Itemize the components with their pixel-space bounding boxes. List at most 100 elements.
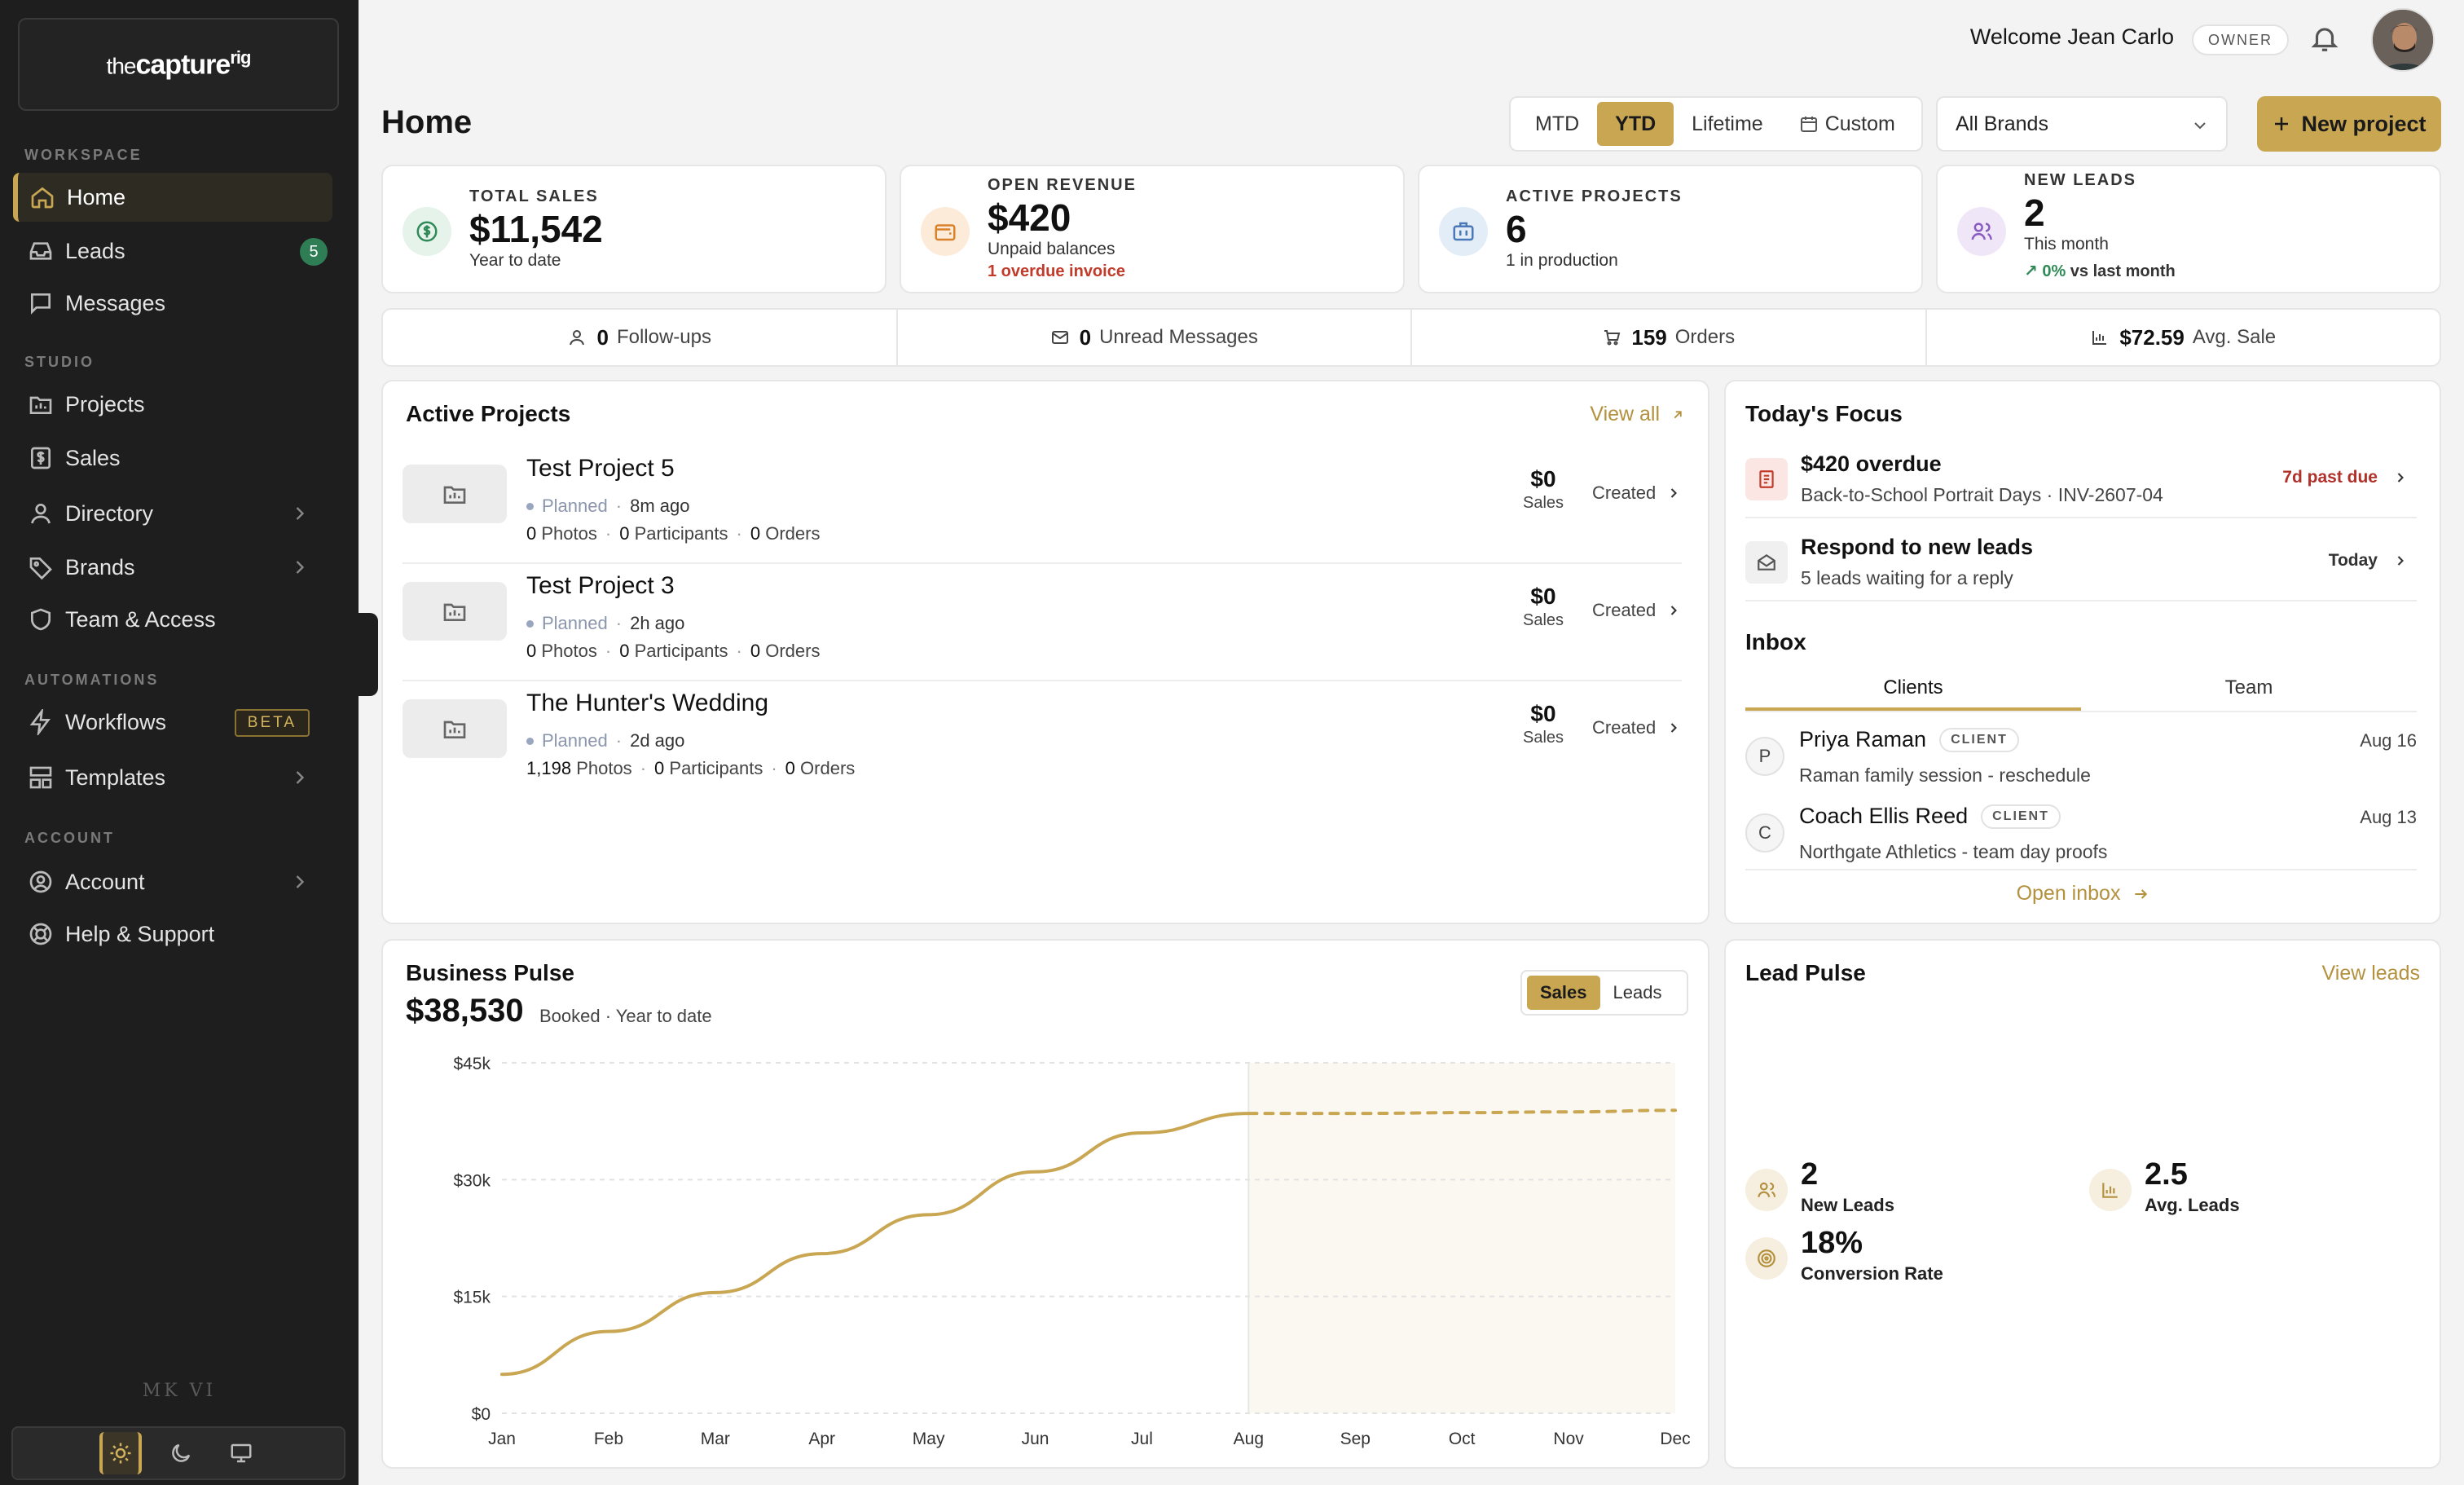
x-tick-label: Jun [1022,1430,1049,1448]
y-tick-label: $15k [453,1289,491,1307]
inbox-message[interactable]: C Coach Ellis Reed CLIENT Northgate Athl… [1745,792,2417,870]
theme-switcher [11,1426,345,1480]
invoice-icon [1745,458,1788,500]
mini-value: $72.59 [2119,324,2185,350]
tab-team[interactable]: Team [2224,676,2273,698]
mini-orders[interactable]: 159 Orders [1412,310,1927,365]
sidebar-item-directory[interactable]: Directory [13,489,332,538]
layout-icon [29,766,52,789]
projection-line [1247,1108,1677,1116]
sidebar-item-label: Templates [65,765,166,790]
client-badge: CLIENT [1939,727,2019,752]
calendar-icon [1800,117,1817,132]
focus-title: Respond to new leads [1801,535,2034,559]
toggle-sales[interactable]: Sales [1527,976,1600,1010]
system-theme-button[interactable] [220,1432,262,1474]
sidebar-item-team-access[interactable]: Team & Access [13,595,332,644]
mini-unread-messages[interactable]: 0 Unread Messages [898,310,1412,365]
sidebar-item-label: Projects [65,391,145,416]
sidebar: thecapturerig WORKSPACE Home Leads 5 Mes… [0,0,359,1485]
message-icon [31,293,51,315]
x-tick-label: Jul [1131,1430,1153,1448]
period-filter: MTD YTD Lifetime Custom [1509,96,1923,152]
toggle-leads[interactable]: Leads [1613,982,1662,1002]
sidebar-item-leads[interactable]: Leads 5 [13,227,332,275]
project-updated: 8m ago [630,496,690,516]
project-counts: 1,198 Photos · 0 Participants · 0 Orders [526,758,856,778]
active-projects-card: Active Projects View all Test Project 5 … [381,380,1709,924]
stat-card-new-leads[interactable]: NEW LEADS 2 This month ↗ 0% vs last mont… [1936,165,2441,293]
new-project-button[interactable]: New project [2257,96,2441,152]
leads-count-badge: 5 [300,238,328,266]
inbox-tray-icon [29,242,52,260]
light-theme-button[interactable] [99,1432,142,1474]
user-circle-icon [29,870,52,893]
project-row[interactable]: Test Project 3 Planned · 2h ago 0 Photos… [403,566,1682,681]
period-ytd[interactable]: YTD [1597,102,1674,146]
brand-filter-select[interactable]: All Brands [1936,96,2228,152]
sidebar-item-account[interactable]: Account [13,857,332,906]
role-badge: OWNER [2192,24,2289,55]
project-counts: 0 Photos · 0 Participants · 0 Orders [526,523,821,544]
stat-card-total-sales[interactable]: TOTAL SALES $11,542 Year to date [381,165,887,293]
sidebar-item-messages[interactable]: Messages [13,279,332,328]
x-tick-label: Nov [1553,1430,1584,1448]
brand-logo[interactable]: thecapturerig [18,18,339,111]
sidebar-collapse-handle[interactable] [354,613,378,696]
project-row[interactable]: Test Project 5 Planned · 8m ago 0 Photos… [403,448,1682,564]
open-inbox-label: Open inbox [2016,882,2121,905]
stat-sub: Year to date [469,251,561,270]
dark-theme-button[interactable] [160,1432,202,1474]
period-mtd[interactable]: MTD [1535,112,1580,135]
status-dot [526,502,534,510]
focus-item-leads[interactable]: Respond to new leads 5 leads waiting for… [1745,523,2417,601]
stat-value: 6 [1506,208,1527,250]
project-meta: Planned · 2h ago [526,613,684,634]
project-row[interactable]: The Hunter's Wedding Planned · 2d ago 1,… [403,683,1682,799]
stat-card-active-projects[interactable]: ACTIVE PROJECTS 6 1 in production [1418,165,1923,293]
inbox-message[interactable]: P Priya Raman CLIENT Raman family sessio… [1745,716,2417,794]
status-dot [526,737,534,745]
project-meta: Planned · 8m ago [526,496,689,517]
y-tick-label: $30k [453,1171,491,1190]
mini-avg-sale[interactable]: $72.59 Avg. Sale [1927,310,2440,365]
project-name: The Hunter's Wedding [526,690,768,716]
sidebar-item-projects[interactable]: Projects [13,380,332,429]
pulse-value: $38,530 [406,993,524,1029]
wallet-icon [921,207,970,256]
sidebar-item-home[interactable]: Home [13,173,332,222]
sidebar-item-help-support[interactable]: Help & Support [13,910,332,958]
focus-sub: 5 leads waiting for a reply [1801,567,2013,588]
projection-area [1248,1063,1675,1413]
period-custom[interactable]: Custom [1781,102,1913,146]
user-avatar[interactable] [2371,8,2435,72]
view-leads-link[interactable]: View leads [2321,962,2420,985]
overdue-invoice-alert[interactable]: 1 overdue invoice [988,262,1125,280]
sidebar-item-brands[interactable]: Brands [13,543,332,592]
sidebar-item-templates[interactable]: Templates [13,753,332,802]
x-tick-label: May [913,1430,945,1448]
mini-followups[interactable]: 0 Follow-ups [383,310,898,365]
sidebar-item-sales[interactable]: Sales [13,434,332,483]
project-sales: $0 Sales [1522,584,1564,629]
logo-text: thecapturerig [106,47,252,81]
home-icon [31,187,54,209]
view-all-projects-link[interactable]: View all [1590,403,1685,426]
chevron-right-icon [296,507,305,520]
bar-chart-icon [2092,331,2107,345]
cart-icon [1604,330,1621,346]
tab-clients[interactable]: Clients [1745,668,2081,711]
version-label: MK VI [142,1381,217,1401]
leads-delta-value: 0% [2042,262,2066,280]
metric-value: 2.5 [2145,1157,2188,1192]
y-tick-label: $0 [472,1405,491,1424]
shield-icon [31,608,51,631]
focus-item-overdue[interactable]: $420 overdue Back-to-School Portrait Day… [1745,440,2417,518]
period-lifetime[interactable]: Lifetime [1692,112,1763,135]
sidebar-item-workflows[interactable]: Workflows BETA [13,698,332,747]
message-subject: Northgate Athletics - team day proofs [1799,841,2108,862]
bell-icon[interactable] [2309,23,2340,54]
focus-due: 7d past due [2282,468,2409,487]
open-inbox-link[interactable]: Open inbox [1726,882,2440,906]
stat-card-open-revenue[interactable]: OPEN REVENUE $420 Unpaid balances 1 over… [900,165,1405,293]
